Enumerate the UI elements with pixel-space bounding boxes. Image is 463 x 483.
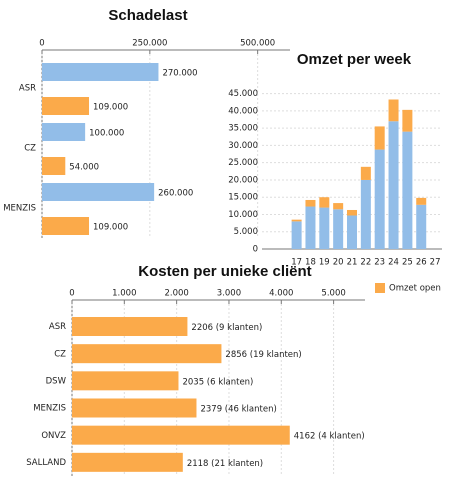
value-label: 100.000: [89, 129, 124, 139]
category-label: ASR: [49, 322, 66, 332]
bar: [402, 109, 413, 132]
bar: [42, 63, 159, 81]
value-label: 54.000: [69, 163, 99, 173]
value-label: 260.000: [158, 189, 193, 199]
bar: [319, 197, 330, 208]
y-tick-label: 40.000: [228, 106, 258, 116]
bar: [72, 398, 197, 418]
bar: [72, 317, 188, 336]
category-label: MENZIS: [33, 404, 66, 414]
bar: [42, 217, 90, 235]
category-label: SALLAND: [26, 458, 66, 468]
chart-title: Schadelast: [108, 7, 187, 24]
x-tick-label: 22: [360, 258, 371, 268]
y-tick-label: 35.000: [228, 124, 258, 134]
bar: [72, 425, 290, 445]
value-label: 109.000: [93, 223, 128, 233]
value-label: 2856 (19 klanten): [225, 350, 301, 360]
bar: [333, 209, 344, 249]
bar: [291, 219, 302, 222]
bar: [333, 203, 344, 210]
legend-label: Omzet open: [389, 284, 441, 294]
x-tick-label: 18: [305, 258, 316, 268]
bar: [291, 221, 302, 249]
y-tick-label: 0: [253, 245, 258, 255]
x-tick-label: 3.000: [217, 289, 241, 299]
chart-title: Kosten per unieke cliënt: [138, 263, 311, 280]
value-label: 2118 (21 klanten): [187, 459, 263, 469]
y-tick-label: 30.000: [228, 141, 258, 151]
y-tick-label: 5.000: [234, 227, 258, 237]
x-tick-label: 27: [430, 258, 441, 268]
bar: [374, 126, 385, 150]
x-tick-label: 19: [319, 258, 330, 268]
x-tick-label: 500.000: [240, 39, 275, 49]
y-tick-label: 10.000: [228, 210, 258, 220]
x-tick-label: 1.000: [112, 289, 136, 299]
value-label: 2035 (6 klanten): [182, 377, 253, 387]
bar: [388, 121, 399, 249]
bar: [347, 209, 357, 216]
bar: [402, 131, 413, 249]
x-tick-label: 24: [388, 258, 399, 268]
value-label: 2206 (9 klanten): [191, 323, 262, 333]
bar: [374, 149, 385, 249]
value-label: 109.000: [93, 103, 128, 113]
bar: [360, 166, 371, 180]
value-label: 4162 (4 klanten): [294, 432, 365, 442]
x-tick-label: 17: [291, 258, 302, 268]
x-tick-label: 26: [416, 258, 427, 268]
x-tick-label: 23: [374, 258, 385, 268]
bar: [305, 199, 316, 207]
x-tick-label: 4.000: [269, 289, 293, 299]
bar: [42, 183, 155, 201]
category-label: CZ: [54, 349, 66, 359]
bar: [305, 206, 316, 249]
y-tick-label: 20.000: [228, 175, 258, 185]
legend-swatch: [375, 283, 385, 293]
x-tick-label: 20: [333, 258, 344, 268]
bar: [72, 371, 179, 391]
x-tick-label: 2.000: [164, 289, 188, 299]
bar: [360, 179, 371, 249]
bar: [388, 99, 399, 122]
y-tick-label: 15.000: [228, 193, 258, 203]
value-label: 270.000: [162, 69, 197, 79]
y-tick-label: 25.000: [228, 158, 258, 168]
category-label: ASR: [19, 84, 36, 94]
x-tick-label: 25: [402, 258, 413, 268]
bar: [319, 207, 330, 249]
x-tick-label: 21: [347, 258, 358, 268]
bar: [42, 97, 90, 115]
x-tick-label: 0: [39, 39, 44, 49]
bar: [42, 157, 66, 175]
category-label: CZ: [24, 144, 36, 154]
value-label: 2379 (46 klanten): [200, 405, 276, 415]
y-tick-label: 45.000: [228, 89, 258, 99]
bar: [416, 197, 427, 205]
bar: [72, 344, 222, 364]
bar: [416, 204, 427, 249]
category-label: MENZIS: [3, 204, 36, 214]
category-label: DSW: [46, 376, 67, 386]
bar: [347, 215, 357, 249]
chart-title: Omzet per week: [297, 51, 412, 68]
x-tick-label: 5.000: [321, 289, 345, 299]
x-tick-label: 250.000: [132, 39, 167, 49]
category-label: ONVZ: [41, 431, 66, 441]
bar: [72, 452, 183, 472]
bar: [42, 123, 86, 141]
x-tick-label: 0: [69, 289, 74, 299]
